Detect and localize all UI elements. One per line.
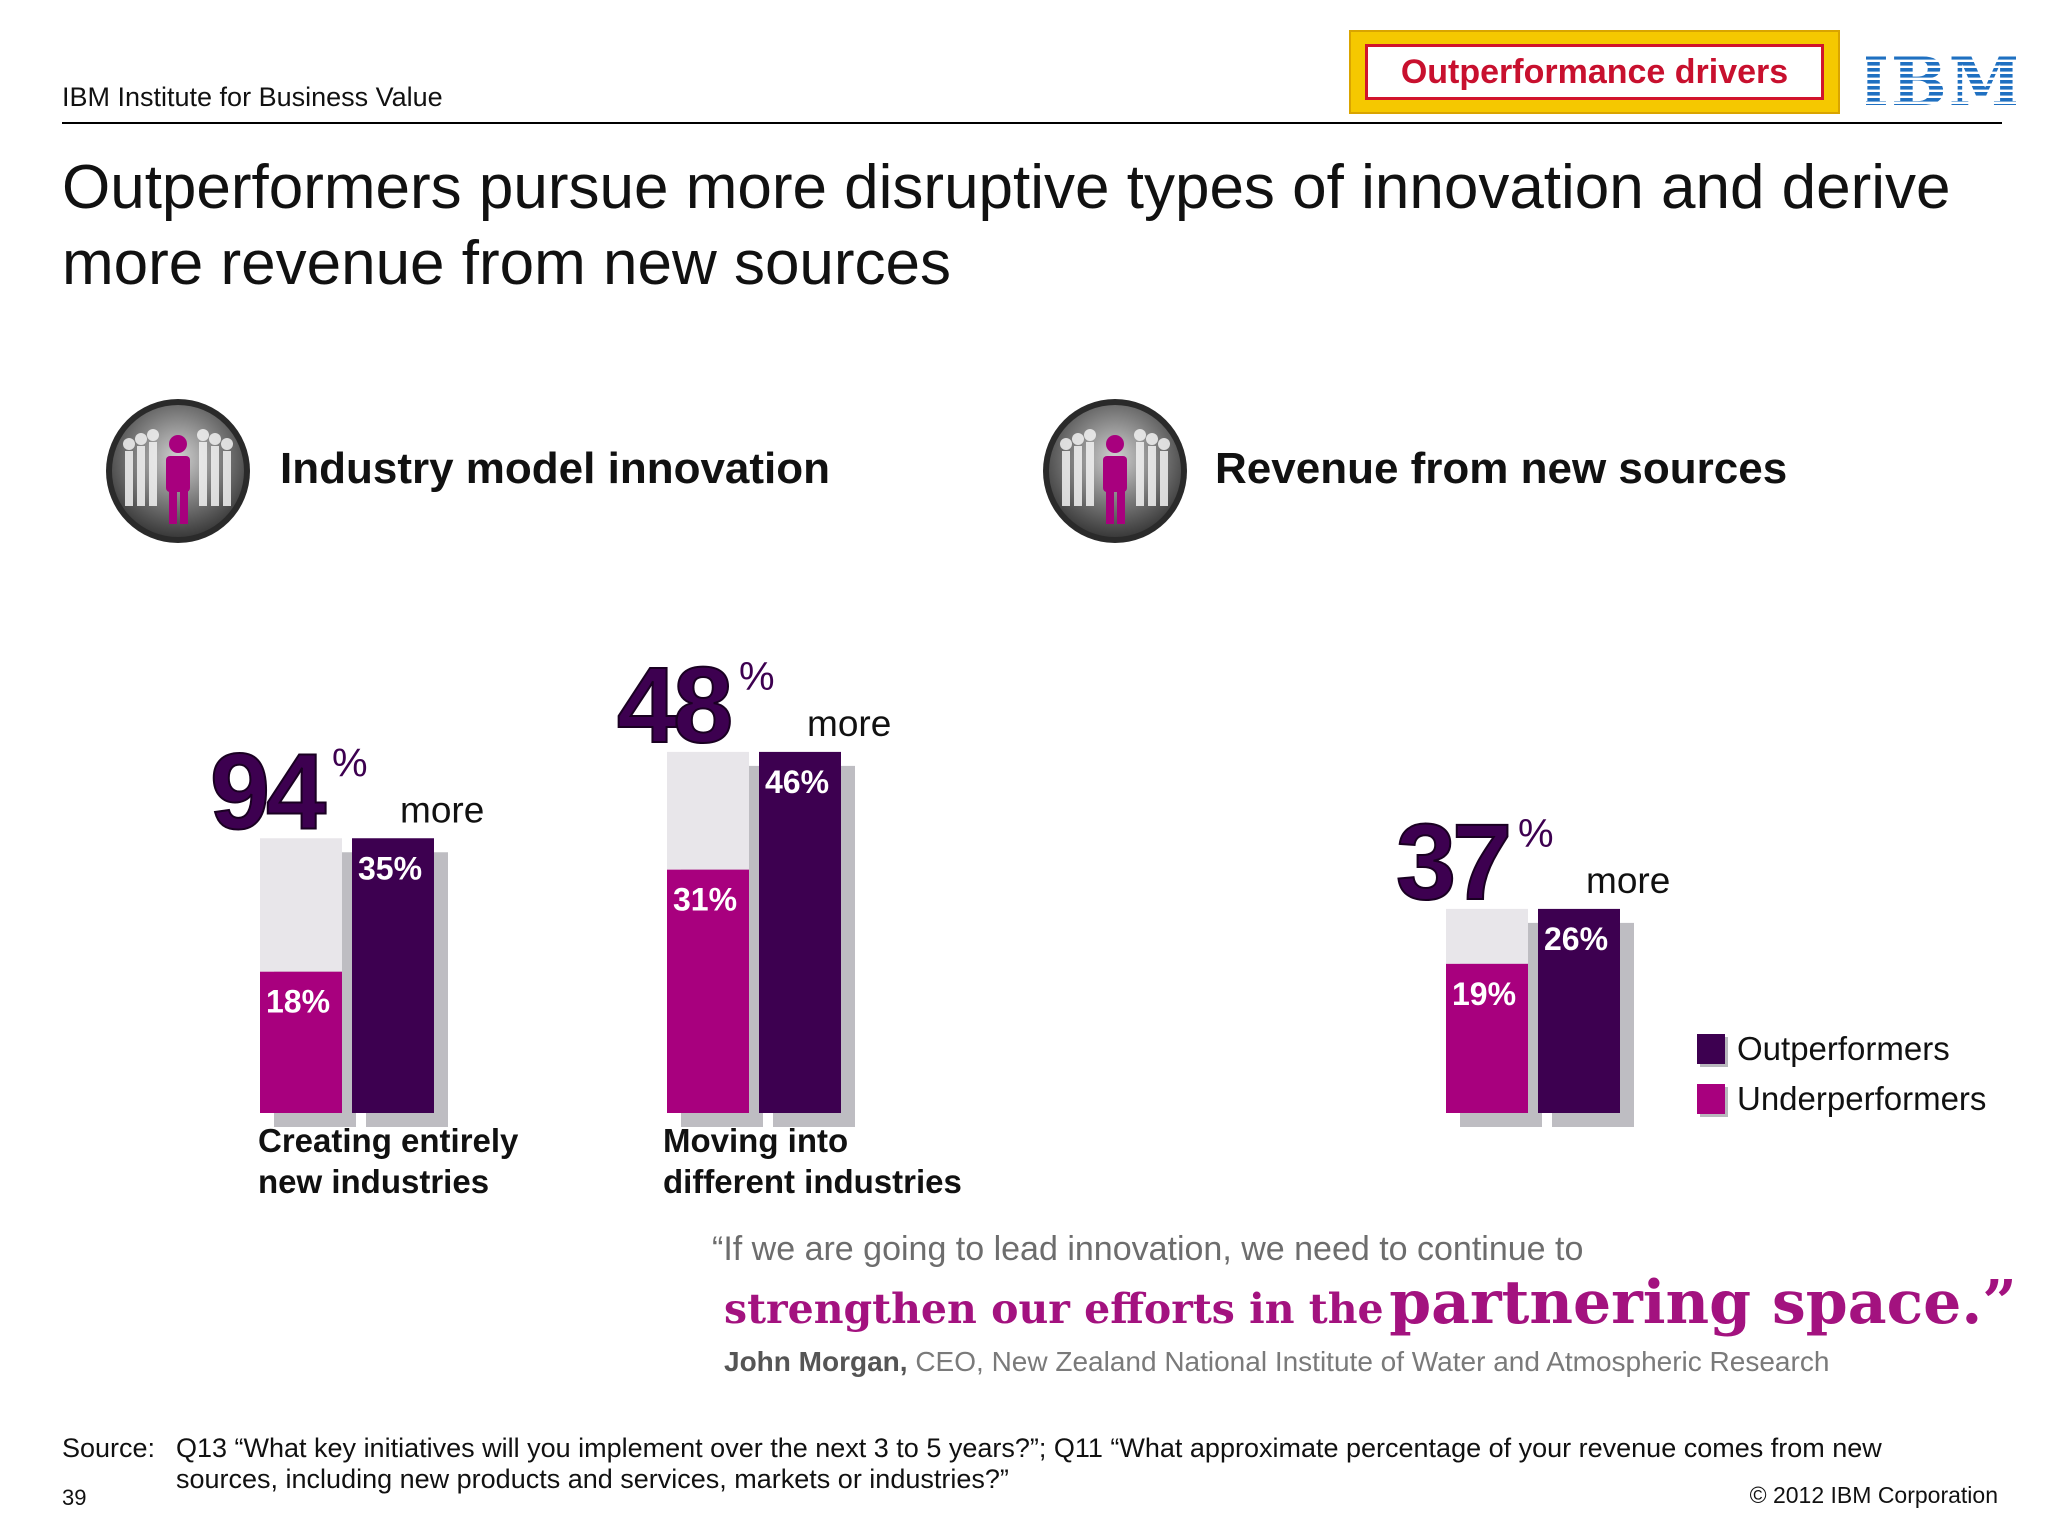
difference-word: more: [400, 789, 484, 830]
chart-legend: Outperformers Underperformers: [1697, 1030, 1986, 1118]
bar-value-label: 18%: [266, 984, 330, 1020]
quote-highlight-big: partnering space.”: [1389, 1268, 2017, 1338]
category-label-line: different industries: [663, 1163, 962, 1200]
quote-attribution: John Morgan, CEO, New Zealand National I…: [724, 1346, 1829, 1378]
ibm-logo: IBM: [1866, 50, 2016, 110]
bar-underperformers: [1446, 963, 1528, 1113]
difference-percent-sign: %: [332, 741, 368, 785]
people-group-icon: [106, 399, 250, 543]
difference-percent-sign: %: [739, 655, 775, 699]
section-title-revenue-new-sources: Revenue from new sources: [1215, 444, 1788, 493]
bar-outperformers: [1538, 908, 1620, 1113]
difference-value: 48: [617, 644, 730, 765]
quote-highlight: strengthen our efforts in the partnering…: [724, 1268, 2017, 1338]
ibm-logo-text: IBM: [1866, 50, 2016, 110]
source-label: Source:: [62, 1433, 156, 1463]
bar-value-label: 19%: [1452, 976, 1516, 1012]
bar-value-label: 46%: [765, 764, 829, 800]
header-divider: [62, 122, 2002, 124]
slide-title: Outperformers pursue more disruptive typ…: [62, 153, 1951, 298]
bar-underperformers: [667, 869, 749, 1113]
bar-outperformers: [759, 751, 841, 1113]
quote-highlight-small: strengthen our efforts in the: [724, 1285, 1384, 1333]
page-number: 39: [62, 1485, 87, 1510]
people-group-icon: [1043, 399, 1187, 543]
bar-value-label: 35%: [358, 850, 422, 886]
copyright: © 2012 IBM Corporation: [1749, 1482, 1998, 1508]
section-badge-label: Outperformance drivers: [1365, 44, 1824, 100]
legend-label: Underperformers: [1737, 1080, 1987, 1117]
difference-percent-sign: %: [1518, 812, 1554, 856]
legend-label: Outperformers: [1737, 1030, 1950, 1067]
category-label: Moving into different industries: [663, 1120, 962, 1202]
difference-word: more: [807, 703, 891, 744]
bar-underperformers: [260, 971, 342, 1113]
bar-track: [1446, 908, 1528, 964]
legend-item-outperformers: Outperformers: [1697, 1030, 1986, 1068]
category-label-line: Creating entirely: [258, 1122, 519, 1159]
section-title-industry-model: Industry model innovation: [280, 444, 831, 493]
quote-author-title: CEO, New Zealand National Institute of W…: [915, 1346, 1830, 1377]
bar-value-label: 31%: [673, 882, 737, 918]
difference-word: more: [1586, 860, 1670, 901]
header-institute: IBM Institute for Business Value: [62, 82, 443, 112]
bar-outperformers: [352, 838, 434, 1113]
bar-track: [667, 751, 749, 870]
bar-track: [260, 838, 342, 972]
legend-item-underperformers: Underperformers: [1697, 1080, 1986, 1118]
legend-swatch: [1697, 1034, 1725, 1064]
difference-value: 94: [210, 730, 326, 851]
quote-line: “If we are going to lead innovation, we …: [712, 1230, 1584, 1268]
category-label-line: new industries: [258, 1163, 490, 1200]
source-text: Q13 “What key initiatives will you imple…: [176, 1433, 1882, 1494]
bar-value-label: 26%: [1544, 921, 1608, 957]
quote-author-name: John Morgan,: [724, 1346, 908, 1377]
category-label: Creating entirely new industries: [258, 1120, 518, 1202]
category-label-line: Moving into: [663, 1122, 849, 1159]
section-badge: Outperformance drivers: [1349, 30, 1840, 114]
difference-value: 37: [1396, 801, 1508, 922]
legend-swatch: [1697, 1084, 1725, 1114]
